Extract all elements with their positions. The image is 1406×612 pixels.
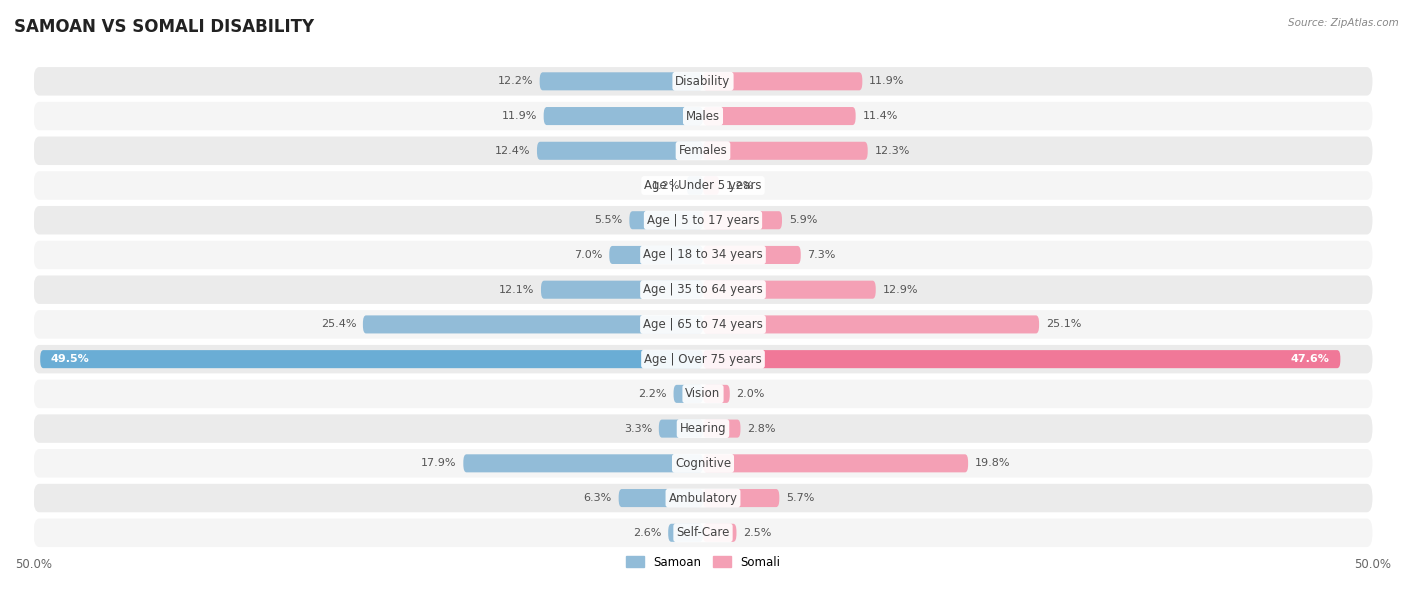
FancyBboxPatch shape [34, 310, 1372, 338]
FancyBboxPatch shape [34, 449, 1372, 477]
Text: 6.3%: 6.3% [583, 493, 612, 503]
Text: Age | 18 to 34 years: Age | 18 to 34 years [643, 248, 763, 261]
FancyBboxPatch shape [41, 350, 703, 368]
FancyBboxPatch shape [703, 454, 969, 472]
FancyBboxPatch shape [703, 281, 876, 299]
FancyBboxPatch shape [464, 454, 703, 472]
Text: 5.5%: 5.5% [595, 215, 623, 225]
FancyBboxPatch shape [609, 246, 703, 264]
Text: 12.3%: 12.3% [875, 146, 910, 156]
Text: Females: Females [679, 144, 727, 157]
Text: 2.6%: 2.6% [633, 528, 661, 538]
FancyBboxPatch shape [34, 379, 1372, 408]
Text: 2.5%: 2.5% [744, 528, 772, 538]
Text: 11.9%: 11.9% [502, 111, 537, 121]
Text: Age | 65 to 74 years: Age | 65 to 74 years [643, 318, 763, 331]
Text: 1.2%: 1.2% [652, 181, 681, 190]
Text: 12.1%: 12.1% [499, 285, 534, 295]
FancyBboxPatch shape [537, 142, 703, 160]
Text: 7.3%: 7.3% [807, 250, 835, 260]
FancyBboxPatch shape [619, 489, 703, 507]
FancyBboxPatch shape [541, 281, 703, 299]
Text: 7.0%: 7.0% [574, 250, 603, 260]
Text: Vision: Vision [685, 387, 721, 400]
Legend: Samoan, Somali: Samoan, Somali [621, 551, 785, 573]
FancyBboxPatch shape [34, 206, 1372, 234]
Text: 2.2%: 2.2% [638, 389, 666, 399]
Text: 25.4%: 25.4% [321, 319, 356, 329]
FancyBboxPatch shape [540, 72, 703, 91]
FancyBboxPatch shape [703, 524, 737, 542]
FancyBboxPatch shape [544, 107, 703, 125]
FancyBboxPatch shape [630, 211, 703, 230]
FancyBboxPatch shape [34, 414, 1372, 443]
Text: Source: ZipAtlas.com: Source: ZipAtlas.com [1288, 18, 1399, 28]
FancyBboxPatch shape [34, 102, 1372, 130]
FancyBboxPatch shape [703, 385, 730, 403]
Text: Self-Care: Self-Care [676, 526, 730, 539]
FancyBboxPatch shape [703, 176, 718, 195]
FancyBboxPatch shape [703, 246, 801, 264]
Text: SAMOAN VS SOMALI DISABILITY: SAMOAN VS SOMALI DISABILITY [14, 18, 314, 36]
FancyBboxPatch shape [703, 350, 1340, 368]
Text: 3.3%: 3.3% [624, 424, 652, 433]
Text: 11.9%: 11.9% [869, 76, 904, 86]
FancyBboxPatch shape [688, 176, 703, 195]
FancyBboxPatch shape [34, 136, 1372, 165]
FancyBboxPatch shape [659, 420, 703, 438]
FancyBboxPatch shape [34, 484, 1372, 512]
FancyBboxPatch shape [34, 275, 1372, 304]
Text: 19.8%: 19.8% [974, 458, 1011, 468]
Text: 5.7%: 5.7% [786, 493, 814, 503]
FancyBboxPatch shape [363, 315, 703, 334]
Text: 12.4%: 12.4% [495, 146, 530, 156]
Text: 5.9%: 5.9% [789, 215, 817, 225]
FancyBboxPatch shape [703, 107, 856, 125]
Text: 25.1%: 25.1% [1046, 319, 1081, 329]
Text: Disability: Disability [675, 75, 731, 88]
FancyBboxPatch shape [703, 315, 1039, 334]
Text: 11.4%: 11.4% [862, 111, 897, 121]
Text: 47.6%: 47.6% [1291, 354, 1330, 364]
Text: 1.2%: 1.2% [725, 181, 754, 190]
FancyBboxPatch shape [34, 345, 1372, 373]
Text: 12.2%: 12.2% [498, 76, 533, 86]
Text: Age | 5 to 17 years: Age | 5 to 17 years [647, 214, 759, 226]
Text: Age | Over 75 years: Age | Over 75 years [644, 353, 762, 365]
Text: 12.9%: 12.9% [883, 285, 918, 295]
Text: Ambulatory: Ambulatory [668, 491, 738, 504]
FancyBboxPatch shape [34, 171, 1372, 200]
FancyBboxPatch shape [703, 420, 741, 438]
FancyBboxPatch shape [703, 142, 868, 160]
FancyBboxPatch shape [34, 67, 1372, 95]
Text: Age | Under 5 years: Age | Under 5 years [644, 179, 762, 192]
FancyBboxPatch shape [703, 211, 782, 230]
Text: Age | 35 to 64 years: Age | 35 to 64 years [643, 283, 763, 296]
FancyBboxPatch shape [673, 385, 703, 403]
Text: 2.0%: 2.0% [737, 389, 765, 399]
Text: 2.8%: 2.8% [747, 424, 776, 433]
Text: 17.9%: 17.9% [422, 458, 457, 468]
Text: Males: Males [686, 110, 720, 122]
Text: 49.5%: 49.5% [51, 354, 90, 364]
Text: Hearing: Hearing [679, 422, 727, 435]
FancyBboxPatch shape [34, 241, 1372, 269]
FancyBboxPatch shape [703, 489, 779, 507]
FancyBboxPatch shape [703, 72, 862, 91]
Text: Cognitive: Cognitive [675, 457, 731, 470]
FancyBboxPatch shape [34, 518, 1372, 547]
FancyBboxPatch shape [668, 524, 703, 542]
